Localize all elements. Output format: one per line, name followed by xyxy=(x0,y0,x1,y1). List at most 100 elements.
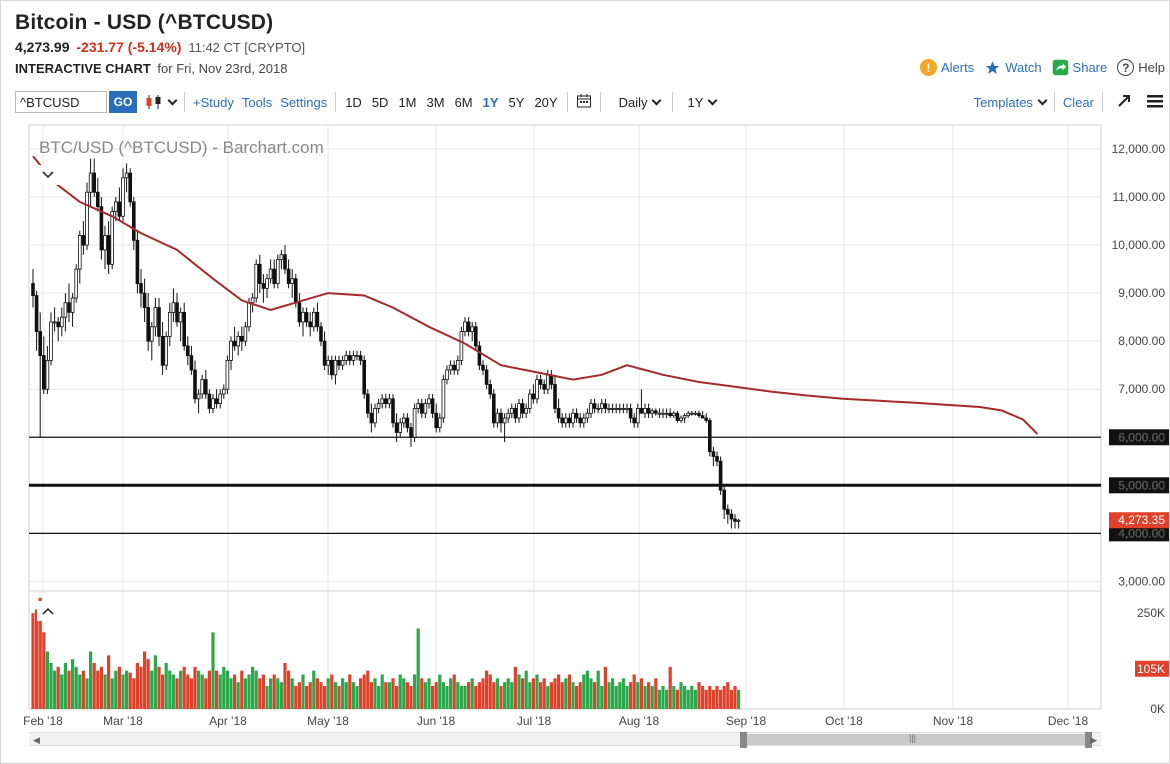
volume-bar xyxy=(315,678,319,709)
volume-bar xyxy=(647,682,651,709)
volume-bar xyxy=(225,670,229,709)
calendar-button[interactable] xyxy=(572,93,596,112)
y-tick-label: 9,000.00 xyxy=(1118,286,1165,300)
range-button[interactable]: 3M xyxy=(426,94,445,110)
help-button[interactable]: ? Help xyxy=(1117,59,1165,76)
candle-body xyxy=(283,254,287,270)
expand-button[interactable] xyxy=(1113,94,1135,111)
help-icon: ? xyxy=(1117,59,1135,76)
collapse-volume-button[interactable] xyxy=(37,601,59,621)
candle-body xyxy=(535,379,539,400)
watch-button[interactable]: Watch xyxy=(984,60,1042,76)
candle-body xyxy=(355,355,359,357)
alerts-button[interactable]: ! Alerts xyxy=(919,59,974,76)
range-button[interactable]: 1D xyxy=(345,94,362,110)
range-button[interactable]: 1Y xyxy=(482,94,499,110)
volume-bar xyxy=(524,670,528,709)
candle-body xyxy=(682,415,687,419)
chart-type-selector[interactable] xyxy=(141,94,180,110)
scroll-right-icon[interactable]: ▶ xyxy=(1090,735,1097,745)
candle-body xyxy=(239,335,244,342)
price-panel xyxy=(28,124,1102,592)
tools-button[interactable]: Tools xyxy=(241,94,273,110)
candle-body xyxy=(650,410,654,414)
candle-body xyxy=(661,412,665,415)
candle-body xyxy=(114,201,118,212)
volume-bar xyxy=(233,674,237,709)
volume-bar xyxy=(733,686,737,709)
candle-body xyxy=(63,302,68,318)
volume-bar xyxy=(614,686,618,709)
volume-bar xyxy=(531,678,535,709)
collapse-price-button[interactable] xyxy=(37,165,59,185)
volume-bar xyxy=(639,678,643,709)
volume-bar xyxy=(481,678,485,709)
volume-bar xyxy=(726,682,730,709)
line-label: 6,000.00 xyxy=(1118,430,1165,444)
range-button[interactable]: 5Y xyxy=(508,94,525,110)
candle-body xyxy=(88,172,93,193)
last-price-label: 4,273.35 xyxy=(1118,513,1165,527)
clear-button[interactable]: Clear xyxy=(1062,94,1094,110)
y-tick-label: 5,000.00 xyxy=(1118,478,1165,492)
x-tick-label: Mar '18 xyxy=(103,714,143,728)
candle-body xyxy=(272,268,276,284)
share-button[interactable]: Share xyxy=(1052,59,1107,76)
volume-bar xyxy=(636,682,640,709)
candle-body xyxy=(286,268,291,284)
candle-body xyxy=(99,206,104,251)
scrollbar-right-handle[interactable] xyxy=(1085,732,1092,748)
candle-body xyxy=(715,456,719,462)
volume-bar xyxy=(413,674,417,709)
range-button[interactable]: 20Y xyxy=(534,94,558,110)
scrollbar-thumb[interactable]: ||| xyxy=(740,732,1092,748)
candle-body xyxy=(459,331,464,361)
volume-bar xyxy=(319,682,323,709)
templates-dropdown[interactable]: Templates xyxy=(970,95,1050,110)
range-button[interactable]: 5D xyxy=(371,94,389,110)
volume-bar xyxy=(89,651,93,709)
candle-body xyxy=(668,412,672,417)
volume-bar xyxy=(402,678,406,709)
candle-body xyxy=(502,417,507,424)
price-chart[interactable]: 6,000.00 5,000.00 4,000.00 12,000.00 11,000… xyxy=(1,119,1170,731)
interval-dropdown[interactable]: Daily xyxy=(615,95,665,110)
symbol-input[interactable] xyxy=(15,91,107,113)
range-button[interactable]: 1M xyxy=(398,94,417,110)
candle-body xyxy=(430,398,435,414)
settings-button[interactable]: Settings xyxy=(280,94,328,110)
price-change: -231.77 (-5.14%) xyxy=(76,39,182,55)
period-dropdown[interactable]: 1Y xyxy=(683,95,720,110)
candle-body xyxy=(106,235,111,265)
range-button[interactable]: 6M xyxy=(454,94,473,110)
volume-bar xyxy=(81,670,85,709)
scrollbar-left-handle[interactable] xyxy=(740,732,747,748)
candle-body xyxy=(329,360,334,376)
chart-scrollbar[interactable]: ◀ ||| ▶ xyxy=(29,732,1101,748)
volume-bar xyxy=(204,678,208,709)
volume-bar xyxy=(99,666,103,709)
menu-button[interactable] xyxy=(1143,94,1167,111)
candle-body xyxy=(405,417,410,429)
candle-body xyxy=(416,403,420,409)
volume-bar xyxy=(607,682,611,709)
volume-bar xyxy=(668,666,672,709)
candle-body xyxy=(139,283,143,294)
volume-bar xyxy=(121,674,125,709)
candle-body xyxy=(409,427,413,438)
volume-bar xyxy=(578,682,582,709)
candle-body xyxy=(736,519,741,522)
candle-body xyxy=(542,384,546,390)
scroll-left-icon[interactable]: ◀ xyxy=(33,735,40,745)
candle-body xyxy=(560,417,564,424)
candle-body xyxy=(250,297,255,304)
add-study-button[interactable]: +Study xyxy=(193,94,234,110)
go-button[interactable]: GO xyxy=(109,91,137,113)
volume-bar xyxy=(560,682,564,709)
volume-bar xyxy=(355,686,359,709)
candle-body xyxy=(351,355,356,361)
y-tick-label: 3,000.00 xyxy=(1118,574,1165,588)
volume-bar xyxy=(222,666,226,709)
volume-bar xyxy=(506,678,510,709)
volume-bar xyxy=(254,670,258,709)
